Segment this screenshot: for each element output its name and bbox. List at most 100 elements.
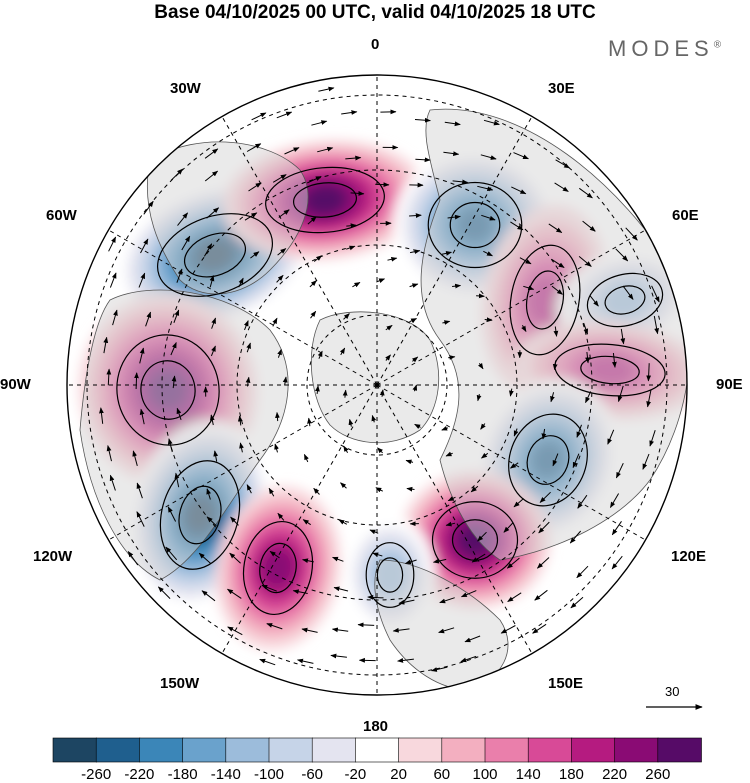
meridian-60 [376, 224, 655, 386]
meridian-300 [99, 224, 378, 386]
meridian-150 [376, 384, 538, 663]
wind-arrow [134, 372, 139, 390]
colorbar-swatch [571, 737, 616, 763]
wind-arrow [346, 245, 356, 251]
wind-arrow [447, 496, 456, 502]
continents [79, 108, 687, 691]
wind-arrow [277, 348, 282, 358]
wind-arrow [315, 385, 320, 394]
wind-arrow [513, 498, 524, 508]
wind-arrow [441, 251, 452, 256]
wind-arrow [246, 484, 252, 494]
wind-arrow [278, 209, 290, 218]
wind-arrow [209, 414, 215, 426]
wind-arrow [387, 256, 398, 262]
wind-arrow [607, 429, 615, 445]
wind-arrow [539, 491, 551, 503]
label-lon-90w: 90W [0, 376, 31, 393]
wind-arrow [397, 658, 414, 663]
wind-arrow [438, 627, 455, 634]
wind-arrow [507, 592, 522, 603]
wind-arrow [523, 285, 535, 291]
contour-ring [178, 485, 222, 545]
wind-arrow [500, 625, 516, 634]
meridian-240 [99, 384, 378, 546]
wind-arrow [470, 485, 479, 493]
wind-arrow [375, 182, 390, 188]
colorbar-swatch [139, 737, 184, 763]
map-boundary [66, 74, 688, 696]
wind-arrow [276, 111, 293, 119]
wind-arrow [576, 424, 582, 438]
wind-arrow [392, 627, 410, 633]
wind-arrow [108, 236, 117, 252]
wind-vectors [99, 86, 660, 672]
wind-arrow [348, 418, 354, 427]
label-lon-120e: 120E [671, 548, 707, 565]
brand-name: MODES [608, 36, 714, 61]
wind-arrow [307, 417, 312, 427]
wind-arrow [409, 283, 419, 288]
wind-arrow [203, 243, 213, 257]
wind-arrow [460, 655, 477, 663]
colorbar-swatch [527, 737, 573, 763]
wind-arrow [477, 531, 487, 542]
wind-arrow [576, 565, 589, 579]
wind-arrow [302, 558, 314, 564]
wind-arrow [331, 627, 349, 633]
wind-arrow [404, 559, 417, 565]
meridian-330 [216, 107, 378, 386]
wind-arrow [510, 221, 524, 231]
colorbar-tick-label: -60 [301, 766, 324, 783]
wind-arrow [483, 250, 493, 257]
wind-arrow [261, 584, 277, 592]
wind-arrow [204, 170, 219, 182]
wind-arrow [620, 328, 626, 345]
wind-arrow [611, 521, 622, 536]
wind-arrow [136, 482, 143, 499]
wind-arrow [106, 368, 112, 386]
colorbar-tick-label: -180 [167, 766, 198, 783]
wind-arrow [412, 356, 419, 363]
wind-arrow [431, 666, 448, 672]
colorbar-tick-label: 140 [515, 766, 541, 783]
contour-ring [604, 285, 646, 315]
wind-arrow [103, 336, 109, 354]
wind-arrow [209, 275, 215, 288]
wind-arrow [206, 207, 220, 219]
wind-arrow [250, 251, 260, 259]
wind-arrow [476, 393, 482, 402]
north-pole-marker [374, 382, 380, 388]
wind-arrow [483, 119, 500, 126]
wind-arrow [452, 179, 469, 185]
wind-arrow [405, 459, 414, 465]
wind-arrow [414, 423, 421, 429]
colorbar-swatch [614, 737, 659, 763]
wind-arrow [582, 220, 596, 232]
colorbar-tick-label: 60 [433, 766, 451, 783]
wind-arrow [145, 311, 151, 327]
wind-arrow [510, 462, 519, 469]
wind-arrow [503, 522, 514, 533]
contour-ring [376, 557, 404, 593]
contour-ring [365, 542, 415, 608]
wind-arrow [642, 453, 650, 470]
wind-arrow [646, 363, 652, 382]
wind-arrow [406, 486, 415, 492]
wind-arrow [375, 487, 384, 493]
wind-arrow [555, 159, 571, 169]
colorbar-swatch [225, 737, 270, 763]
wind-arrow [409, 249, 421, 255]
wind-arrow [176, 268, 183, 283]
wind-arrow [554, 182, 569, 192]
wind-arrow [478, 362, 484, 370]
wind-arrow [106, 445, 112, 462]
wind-arrow [550, 392, 555, 403]
wind-arrow [246, 342, 251, 353]
wind-arrow [251, 112, 267, 121]
wind-arrow [477, 185, 494, 192]
wind-arrow [227, 626, 243, 636]
wind-arrow [583, 322, 589, 335]
wind-arrow [414, 117, 431, 123]
